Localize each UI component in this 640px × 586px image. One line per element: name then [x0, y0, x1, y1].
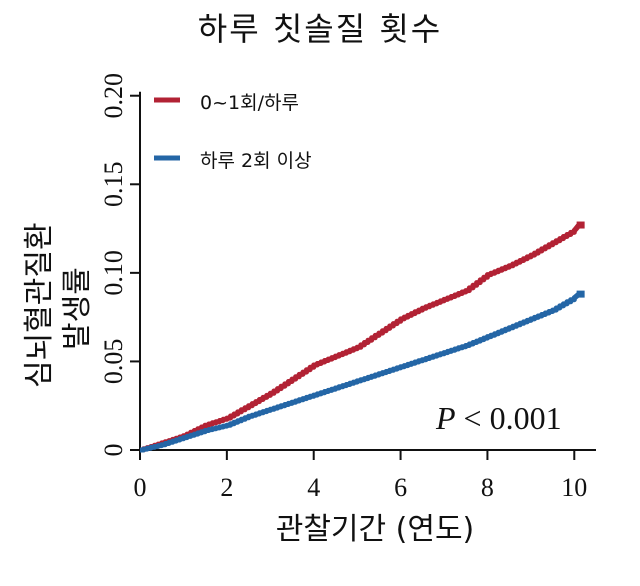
- x-tick-label: 2: [220, 473, 233, 502]
- y-tick-label: 0.20: [99, 73, 128, 119]
- y-tick-label: 0.05: [99, 339, 128, 385]
- p-value-symbol: P: [436, 400, 456, 436]
- x-tick-label: 10: [561, 473, 587, 502]
- x-tick-label: 8: [481, 473, 494, 502]
- x-tick-label: 4: [307, 473, 320, 502]
- x-tick-label: 6: [394, 473, 407, 502]
- series-line-1: [140, 223, 582, 453]
- chart-title: 하루 칫솔질 횟수: [197, 10, 443, 48]
- y-tick-label: 0.10: [99, 250, 128, 296]
- x-tick-label: 0: [134, 473, 147, 502]
- y-tick-label: 0.15: [99, 162, 128, 208]
- p-value-number: 0.001: [489, 400, 562, 436]
- x-axis-label: 관찰기간 (연도): [275, 512, 475, 547]
- series-line-2: [140, 292, 582, 453]
- p-value-operator: <: [463, 400, 482, 436]
- y-tick-label: 0: [99, 444, 128, 457]
- legend-label-series-2: 하루 2회 이상: [200, 150, 312, 172]
- legend-label-series-1: 0~1회/하루: [200, 92, 299, 114]
- p-value-annotation: P < 0.001: [436, 400, 562, 437]
